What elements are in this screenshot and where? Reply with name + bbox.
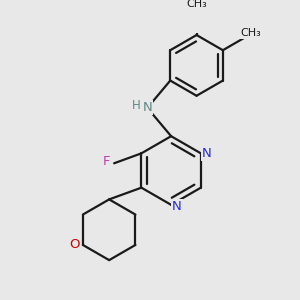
Text: N: N bbox=[202, 147, 211, 160]
Text: N: N bbox=[142, 101, 152, 114]
Text: CH₃: CH₃ bbox=[186, 0, 207, 9]
Text: O: O bbox=[69, 238, 80, 251]
Text: F: F bbox=[103, 155, 110, 169]
Text: N: N bbox=[172, 200, 182, 213]
Text: H: H bbox=[132, 99, 141, 112]
Text: CH₃: CH₃ bbox=[240, 28, 261, 38]
